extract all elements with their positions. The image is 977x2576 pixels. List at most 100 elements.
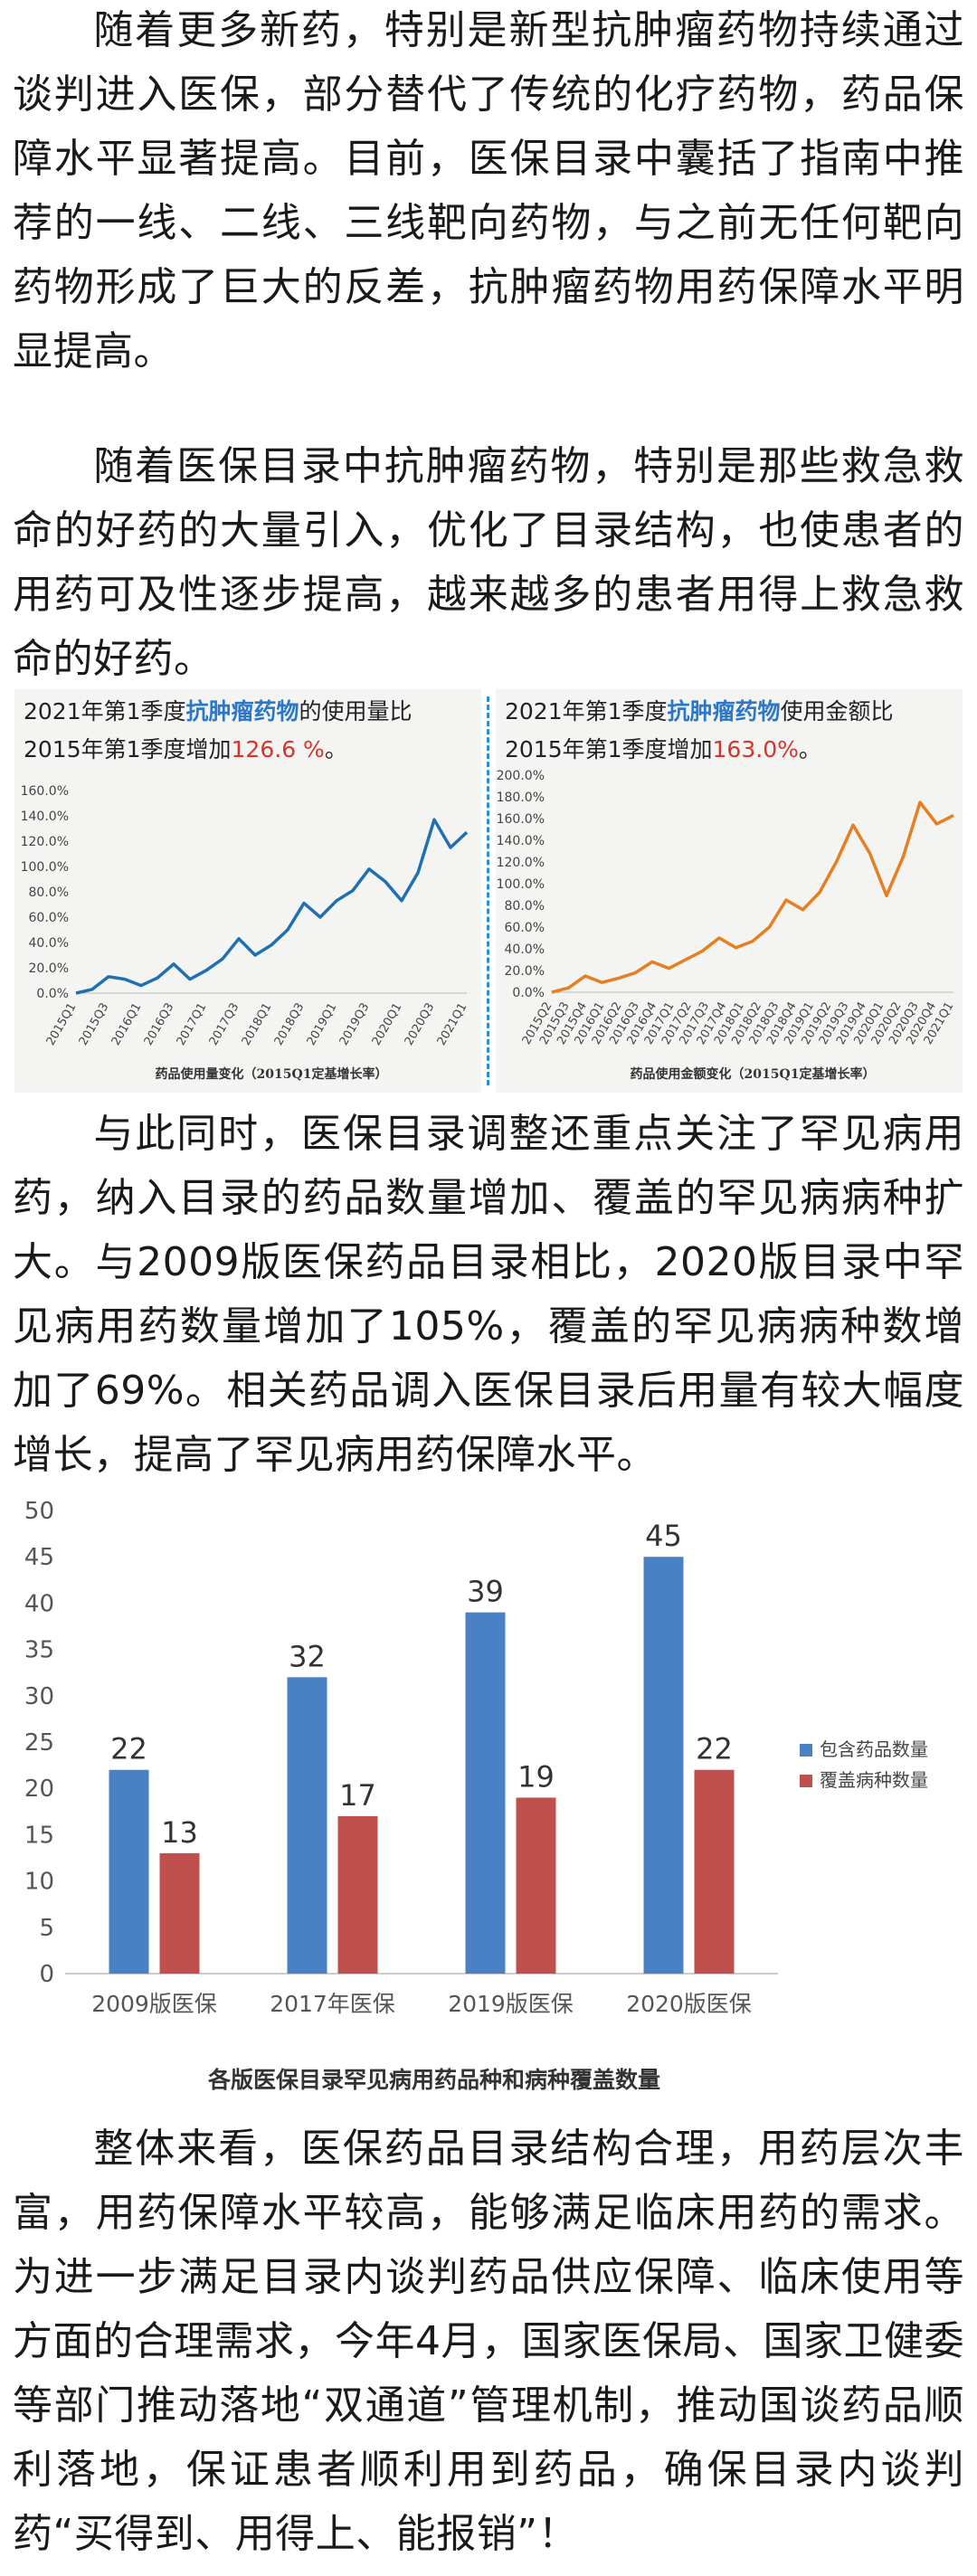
paragraph-1: 随着更多新药，特别是新型抗肿瘤药物持续通过谈判进入医保，部分替代了传统的化疗药物…: [13, 0, 964, 384]
y-tick-label: 45: [24, 1544, 54, 1571]
chart-left-plot: 0.0% 20.0% 40.0% 60.0% 80.0% 100.0% 120.0% 140.…: [21, 784, 470, 1082]
legend-swatch: [800, 1775, 812, 1787]
paragraph-4: 整体来看，医保药品目录结构合理，用药层次丰富，用药保障水平较高，能够满足临床用药…: [13, 2117, 964, 2566]
series-line: [75, 818, 469, 995]
x-tick-label: 2018Q3: [272, 1001, 308, 1048]
y-tick-label: 10: [24, 1869, 54, 1896]
x-tick-label: 2019Q3: [337, 1001, 373, 1048]
x-tick-label: 2017Q3: [207, 1001, 242, 1048]
y-tick-label: 200.0%: [497, 769, 545, 783]
paragraph-3-text: 与此同时，医保目录调整还重点关注了罕见病用药，纳入目录的药品数量增加、覆盖的罕见…: [13, 1111, 964, 1478]
chart-left-title-c: 的使用量比: [299, 698, 413, 724]
chart-left-title-a: 2021年第1季度: [24, 698, 186, 724]
x-tick-label: 2018Q1: [240, 1001, 275, 1048]
paragraph-4-text: 整体来看，医保药品目录结构合理，用药层次丰富，用药保障水平较高，能够满足临床用药…: [13, 2126, 964, 2557]
chart-caption: 各版医保目录罕见病用药品种和病种覆盖数量: [207, 2067, 660, 2093]
paragraph-1-text: 随着更多新药，特别是新型抗肿瘤药物持续通过谈判进入医保，部分替代了传统的化疗药物…: [13, 7, 964, 374]
x-tick-label: 2015Q1: [44, 1001, 80, 1048]
bar-chart-plot: 0 5 10 15 20 25 30 35 40 45 50 22 13 2009版医保 32 17 2017年…: [24, 1498, 928, 2093]
bar: [109, 1769, 149, 1974]
bar: [465, 1612, 506, 1974]
y-tick-label: 160.0%: [497, 812, 545, 827]
y-tick-label: 35: [24, 1637, 54, 1664]
x-tick-label: 2016Q1: [109, 1001, 145, 1048]
x-tick-label: 2009版医保: [91, 1991, 217, 2017]
chart-right-title-d: 2015年第1季度增加: [505, 736, 713, 762]
data-label: 22: [110, 1732, 147, 1766]
y-tick-label: 80.0%: [505, 899, 545, 914]
chart-right-title-highlight: 抗肿瘤药物: [667, 698, 781, 724]
chart-right-plot: 0.0% 20.0% 40.0% 60.0% 80.0% 100.0% 120.0% 140.…: [497, 769, 957, 1082]
bar: [643, 1557, 684, 1974]
y-tick-label: 15: [24, 1822, 54, 1849]
chart-right-title: 2021年第1季度抗肿瘤药物使用金额比 2015年第1季度增加163.0%。: [505, 693, 962, 769]
x-tick-label: 2015Q3: [77, 1001, 112, 1048]
chart-left-title-value: 126.6 %: [231, 736, 325, 762]
x-tick-label: 2017Q1: [175, 1001, 210, 1048]
chart-right-title-value: 163.0%: [712, 736, 799, 762]
x-tick-label: 2017年医保: [270, 1991, 395, 2017]
y-tick-label: 40: [24, 1590, 54, 1617]
chart-right-title-a: 2021年第1季度: [505, 698, 668, 724]
chart-left-title: 2021年第1季度抗肿瘤药物的使用量比 2015年第1季度增加126.6 %。: [24, 693, 480, 769]
legend-label: 覆盖病种数量: [820, 1769, 928, 1791]
bar: [694, 1769, 735, 1974]
chart-usage-amount: 2021年第1季度抗肿瘤药物使用金额比 2015年第1季度增加163.0%。 0…: [496, 689, 963, 1093]
y-tick-label: 120.0%: [497, 856, 545, 870]
chart-divider: [487, 696, 489, 1085]
chart-caption: 药品使用金额变化（2015Q1定基增长率）: [631, 1066, 876, 1082]
chart-left-title-f: 。: [324, 736, 347, 762]
y-tick-label: 160.0%: [21, 784, 69, 799]
y-tick-label: 50: [24, 1498, 54, 1525]
data-label: 32: [289, 1639, 326, 1673]
bar: [516, 1797, 556, 1974]
paragraph-3: 与此同时，医保目录调整还重点关注了罕见病用药，纳入目录的药品数量增加、覆盖的罕见…: [13, 1102, 964, 1487]
y-tick-label: 0.0%: [36, 987, 69, 1001]
y-tick-label: 60.0%: [29, 911, 69, 925]
legend-swatch: [800, 1744, 812, 1757]
y-tick-label: 5: [39, 1915, 54, 1942]
chart-left-title-d: 2015年第1季度增加: [24, 736, 232, 762]
bar: [287, 1677, 327, 1974]
x-tick-label: 2021Q1: [435, 1001, 470, 1048]
chart-caption: 药品使用量变化（2015Q1定基增长率）: [156, 1066, 388, 1082]
legend-label: 包含药品数量: [820, 1738, 928, 1760]
chart-rare-disease: 0 5 10 15 20 25 30 35 40 45 50 22 13 2009版医保 32 17 2017年…: [0, 1492, 959, 2117]
x-tick-label: 2020版医保: [626, 1991, 752, 2017]
data-label: 19: [517, 1759, 555, 1794]
data-label: 17: [339, 1778, 376, 1813]
y-tick-label: 120.0%: [21, 835, 69, 849]
y-tick-label: 20.0%: [29, 961, 69, 976]
y-tick-label: 80.0%: [29, 886, 69, 900]
paragraph-2-text: 随着医保目录中抗肿瘤药物，特别是那些救急救命的好药的大量引入，优化了目录结构，也…: [13, 443, 964, 682]
y-tick-label: 180.0%: [497, 791, 545, 805]
y-tick-label: 40.0%: [505, 942, 545, 957]
y-tick-label: 20.0%: [505, 964, 545, 979]
y-tick-label: 0.0%: [512, 986, 545, 1000]
data-label: 22: [696, 1732, 733, 1766]
y-tick-label: 0: [39, 1961, 54, 1988]
y-tick-label: 25: [24, 1729, 54, 1757]
y-tick-label: 140.0%: [21, 810, 69, 824]
chart-right-title-c: 使用金额比: [780, 698, 894, 724]
x-tick-label: 2016Q3: [142, 1001, 177, 1048]
data-label: 45: [645, 1519, 682, 1553]
y-tick-label: 100.0%: [21, 860, 69, 875]
x-tick-label: 2019版医保: [448, 1991, 574, 2017]
x-tick-label: 2019Q1: [305, 1001, 340, 1048]
chart-right-title-f: 。: [798, 736, 821, 762]
chart-usage-volume: 2021年第1季度抗肿瘤药物的使用量比 2015年第1季度增加126.6 %。 …: [14, 689, 481, 1093]
y-tick-label: 40.0%: [29, 936, 69, 951]
bar: [159, 1852, 200, 1974]
bar: [337, 1815, 378, 1974]
y-tick-label: 60.0%: [505, 921, 545, 935]
y-tick-label: 100.0%: [497, 877, 545, 892]
y-tick-label: 140.0%: [497, 834, 545, 848]
series-line: [551, 800, 954, 994]
data-label: 39: [467, 1575, 504, 1609]
y-tick-label: 30: [24, 1683, 54, 1710]
data-label: 13: [161, 1815, 198, 1850]
x-tick-label: 2020Q1: [370, 1001, 405, 1048]
y-tick-label: 20: [24, 1776, 54, 1803]
chart-left-title-highlight: 抗肿瘤药物: [185, 698, 299, 724]
